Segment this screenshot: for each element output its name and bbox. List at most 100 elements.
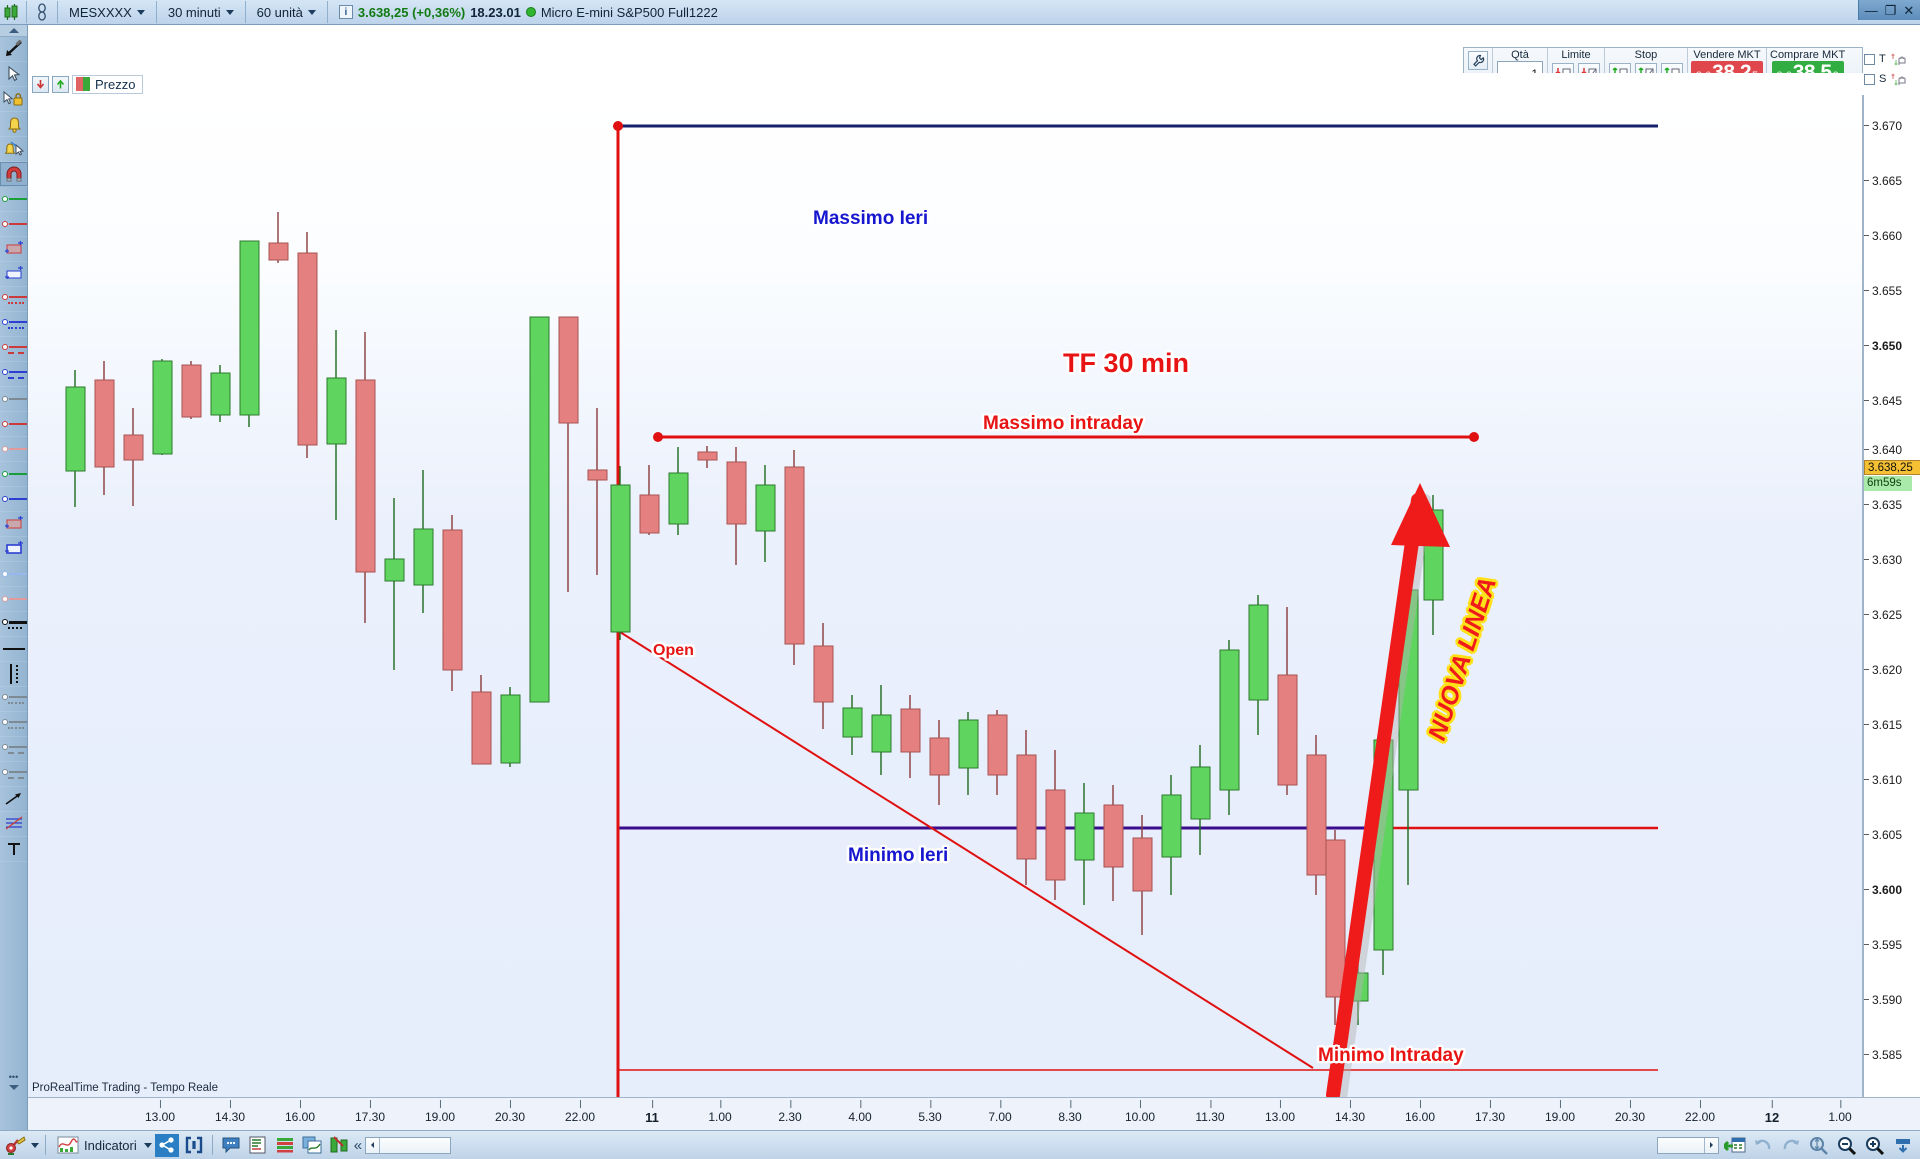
chevron-down-icon[interactable]	[143, 1142, 152, 1148]
collapse-chevrons-icon[interactable]: «	[353, 1136, 363, 1154]
indicators-button[interactable]: Indicatori	[52, 1134, 141, 1157]
orderbook-icon[interactable]	[273, 1134, 297, 1157]
black-seg-tool[interactable]	[0, 612, 28, 637]
restore-icon[interactable]: ❐	[1884, 2, 1897, 18]
checkbox-T[interactable]	[1864, 53, 1875, 65]
time-tick: 22.00	[1684, 1100, 1716, 1124]
chevron-down-icon[interactable]	[31, 1142, 39, 1148]
gray-dot1-tool[interactable]	[0, 687, 28, 712]
red-dotted-tool[interactable]	[0, 287, 28, 312]
toggle-T-row[interactable]: T	[1864, 49, 1918, 69]
collapse-up-icon[interactable]	[52, 75, 69, 93]
pink-seg-tool[interactable]	[0, 437, 28, 462]
price-tick: 3.650	[1864, 339, 1920, 353]
alert-edit-tool[interactable]	[0, 137, 28, 162]
blue-seg-tool[interactable]	[0, 487, 28, 512]
gray-dot2-tool[interactable]	[0, 712, 28, 737]
chart-legend-bar: Prezzo	[28, 73, 1863, 95]
chevron-down-icon	[136, 9, 145, 15]
zoom-out-icon[interactable]	[1835, 1134, 1859, 1157]
red-dashed-tool[interactable]	[0, 337, 28, 362]
redo-icon[interactable]	[1779, 1134, 1803, 1157]
bottom-toolbar: Indicatori «	[0, 1130, 1920, 1159]
blue-dotted-tool[interactable]	[0, 312, 28, 337]
comment-bubble-icon[interactable]	[219, 1134, 243, 1157]
window-chart-icon[interactable]	[300, 1134, 324, 1157]
dotted-line-icon	[7, 327, 24, 329]
minimize-icon[interactable]: —	[1864, 2, 1878, 18]
hand-arrows-icon[interactable]	[1890, 72, 1906, 87]
pink2-seg-tool[interactable]	[0, 587, 28, 612]
green-seg-tool[interactable]	[0, 462, 28, 487]
close-icon[interactable]: ✕	[1903, 2, 1915, 18]
scroll-right-arrow-icon[interactable]	[1704, 1137, 1718, 1153]
share-icon[interactable]	[154, 1133, 179, 1157]
gray-line-tool[interactable]	[0, 387, 28, 412]
stop-label: Stop	[1634, 49, 1658, 61]
chart-panel: Qtà 1 Limite Stop	[28, 25, 1920, 1122]
candle-chart-icon[interactable]	[0, 2, 22, 23]
rect2-blue-tool[interactable]	[0, 537, 28, 562]
rect-blue-tool[interactable]	[0, 262, 28, 287]
units-selector[interactable]: 60 unità	[250, 2, 323, 23]
text-tool[interactable]	[0, 837, 28, 862]
vline-tool[interactable]	[0, 662, 28, 687]
calendar-back-icon[interactable]	[1723, 1134, 1747, 1157]
info-icon[interactable]: i	[338, 5, 353, 19]
endpoint-icon	[1, 619, 8, 625]
blue-dashed-tool[interactable]	[0, 362, 28, 387]
rect-red-tool[interactable]	[0, 237, 28, 262]
red-ray-tool[interactable]	[0, 212, 28, 237]
symbol-selector[interactable]: MESXXXX	[62, 2, 152, 23]
lblue-seg-tool[interactable]	[0, 562, 28, 587]
green-ray-tool[interactable]	[0, 187, 28, 212]
vertical-line-icon	[10, 664, 12, 684]
hline-tool[interactable]	[0, 637, 28, 662]
endpoint-icon	[1, 694, 8, 700]
news-list-icon[interactable]	[246, 1134, 270, 1157]
time-tick: 4.00	[848, 1100, 872, 1124]
fib-tool[interactable]	[0, 812, 28, 837]
zoom-fit-icon[interactable]	[1807, 1134, 1831, 1157]
wrench-icon[interactable]	[1468, 51, 1488, 70]
toggle-S-row[interactable]: S	[1864, 69, 1918, 89]
pencil-tool[interactable]	[0, 37, 28, 62]
brackets-icon[interactable]	[182, 1134, 206, 1157]
gray-dash2-tool[interactable]	[0, 762, 28, 787]
pointer-tool[interactable]	[0, 62, 28, 87]
undo-icon[interactable]	[1751, 1134, 1775, 1157]
lock-pointer-tool[interactable]	[0, 87, 28, 112]
rail-collapse-button[interactable]	[0, 25, 27, 37]
magnet-tool[interactable]	[0, 162, 28, 187]
quote-readout: i 3.638,25 (+0,36%) 18.23.01 Micro E-min…	[332, 2, 725, 23]
alert-bell-tool[interactable]	[0, 112, 28, 137]
gray-dash1-tool[interactable]	[0, 737, 28, 762]
drawing-tools-rail	[0, 25, 28, 1130]
price-tick: 3.615	[1864, 718, 1920, 732]
scroll-left-arrow-icon[interactable]	[366, 1137, 381, 1153]
horizontal-scrollbar[interactable]	[365, 1136, 452, 1154]
rail-dots-icon: •••	[8, 1071, 19, 1082]
rect2-red-tool[interactable]	[0, 512, 28, 537]
rail-more-button[interactable]: •••	[0, 1056, 28, 1105]
price-tick: 3.645	[1864, 394, 1920, 408]
red-seg-tool[interactable]	[0, 412, 28, 437]
checkbox-S[interactable]	[1864, 73, 1875, 85]
scroll-right-track[interactable]	[1657, 1136, 1719, 1154]
scroll-to-end-icon[interactable]	[1891, 1134, 1915, 1157]
arrow-tool[interactable]	[0, 787, 28, 812]
timeframe-selector[interactable]: 30 minuti	[161, 2, 241, 23]
tools-chart-icon[interactable]	[327, 1134, 351, 1157]
series-legend-item[interactable]: Prezzo	[72, 74, 144, 94]
line-icon	[8, 398, 27, 400]
time-axis[interactable]: 13.00 14.30 16.00 17.30 19.00 20.30 22.0…	[28, 1097, 1920, 1130]
link-chain-icon[interactable]	[31, 2, 53, 23]
time-tick: 11.30	[1195, 1100, 1225, 1124]
collapse-down-icon[interactable]	[32, 75, 49, 93]
platform-logo-icon[interactable]	[4, 1134, 28, 1157]
hand-arrows-icon[interactable]	[1890, 52, 1906, 67]
price-plot-area[interactable]: Massimo Ieri TF 30 min Massimo intraday …	[28, 95, 1863, 1122]
zoom-in-icon[interactable]	[1863, 1134, 1887, 1157]
price-axis[interactable]: 3.670 3.665 3.660 3.655 3.650 3.645 3.64…	[1863, 95, 1920, 1122]
